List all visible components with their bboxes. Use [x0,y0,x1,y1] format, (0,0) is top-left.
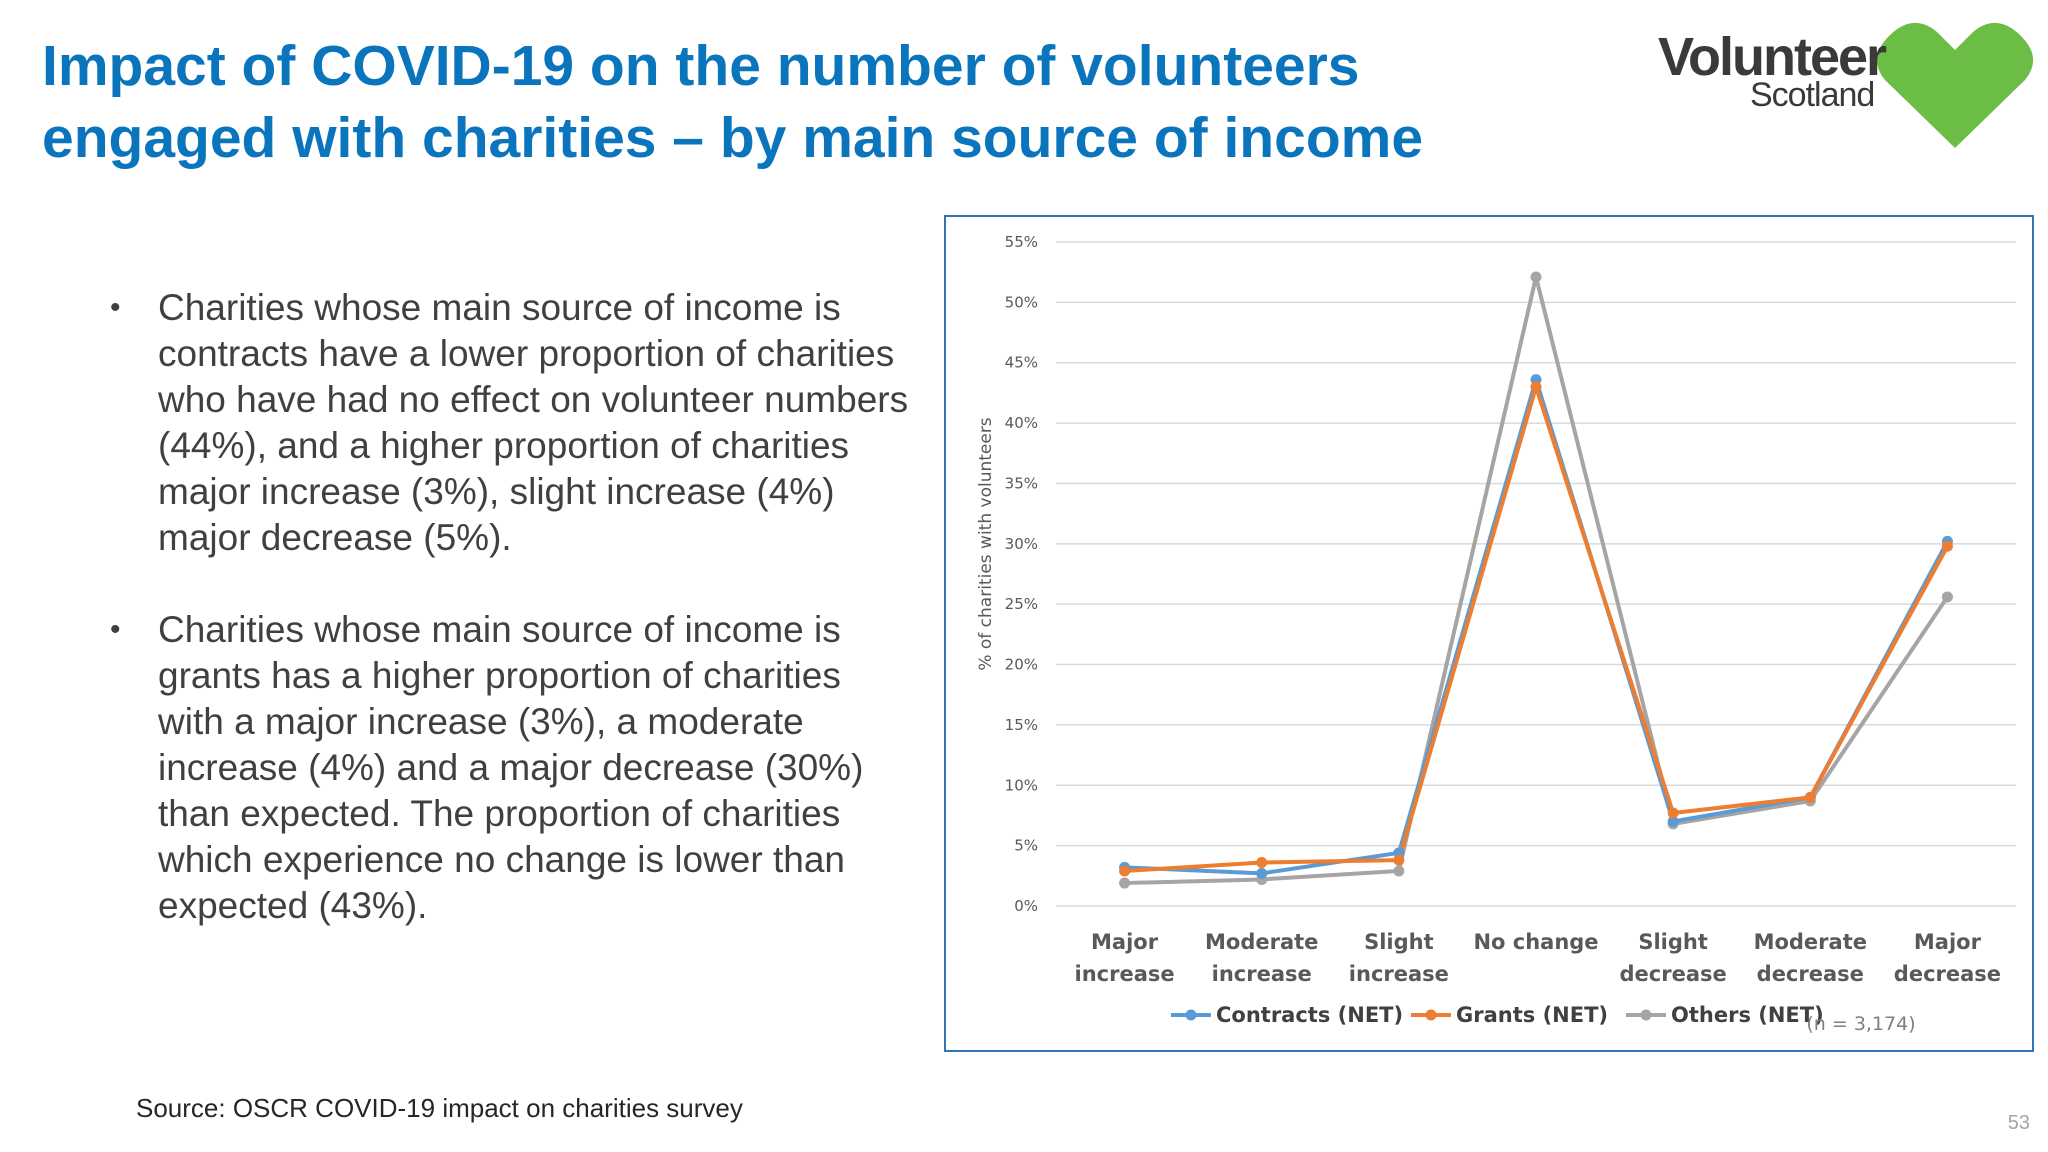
y-axis-label: % of charities with volunteers [976,417,996,670]
data-point [1804,791,1816,803]
y-tick-label: 45% [1005,354,1038,372]
bullet-item: • Charities whose main source of income … [110,285,910,561]
x-tick-label: Major [1091,930,1159,954]
data-point [1667,815,1679,827]
x-tick-label: increase [1075,962,1175,986]
y-tick-label: 30% [1005,535,1038,553]
heart-icon [1876,22,2034,149]
bullet-marker: • [110,613,121,646]
data-point [1941,540,1953,552]
data-point [1530,381,1542,393]
x-tick-label: increase [1212,962,1312,986]
y-tick-label: 40% [1005,414,1038,432]
bullet-item: • Charities whose main source of income … [110,607,910,929]
x-tick-label: Moderate [1205,930,1318,954]
bullet-text: Charities whose main source of income is… [158,609,864,926]
logo-word-volunteer: Volunteer [1658,27,1887,87]
legend-swatch-marker [1640,1009,1652,1021]
legend-label: Grants (NET) [1456,1003,1608,1027]
data-point [1119,865,1131,877]
series-line [1124,377,1950,876]
bullet-marker: • [110,291,121,324]
x-tick-label: Major [1914,930,1982,954]
volunteer-scotland-logo: Volunteer Scotland [1650,18,2040,158]
x-tick-label: increase [1349,962,1449,986]
logo-word-scotland: Scotland [1750,76,1875,114]
x-tick-label: decrease [1620,962,1727,986]
y-tick-label: 10% [1005,776,1038,794]
x-tick-label: decrease [1894,962,2001,986]
x-tick-label: Slight [1364,930,1434,954]
legend-label: Contracts (NET) [1216,1003,1403,1027]
y-tick-label: 0% [1014,897,1038,915]
page-number: 53 [2007,1112,2030,1134]
sample-size-note: (n = 3,174) [1806,1013,1915,1035]
y-tick-label: 5% [1014,837,1038,855]
legend-swatch-marker [1425,1009,1437,1021]
data-point [1530,271,1542,283]
x-tick-label: Slight [1638,930,1708,954]
legend-swatch-marker [1185,1009,1197,1021]
x-tick-label: Moderate [1754,930,1867,954]
y-tick-label: 55% [1005,233,1038,251]
y-tick-label: 50% [1005,293,1038,311]
bullet-list: • Charities whose main source of income … [110,285,910,975]
data-point [1393,865,1405,877]
y-tick-label: 15% [1005,716,1038,734]
y-tick-label: 25% [1005,595,1038,613]
slide-title: Impact of COVID-19 on the number of volu… [42,30,1602,174]
y-tick-label: 20% [1005,656,1038,674]
data-point [1119,877,1131,889]
chart-frame: 0% 5% 10% 15% 20% 25% 30% 35% 40% 45% 50% 55% % of c… [944,215,2034,1052]
series-line [1124,384,1950,873]
series-line [1124,275,1950,886]
data-point [1256,857,1268,869]
data-point [1667,807,1679,819]
data-point [1393,854,1405,866]
bullet-text: Charities whose main source of income is… [158,287,909,558]
legend-label: Others (NET) [1671,1003,1824,1027]
source-note: Source: OSCR COVID-19 impact on charitie… [136,1093,743,1123]
data-point [1256,867,1268,879]
title-line-2: engaged with charities – by main source … [42,106,1424,170]
y-tick-label: 35% [1005,474,1038,492]
x-tick-label: decrease [1757,962,1864,986]
title-line-1: Impact of COVID-19 on the number of volu… [42,34,1360,98]
line-chart: 0% 5% 10% 15% 20% 25% 30% 35% 40% 45% 50% 55% % of c… [976,233,2016,1035]
x-tick-label: No change [1473,930,1598,954]
data-point [1941,591,1953,603]
